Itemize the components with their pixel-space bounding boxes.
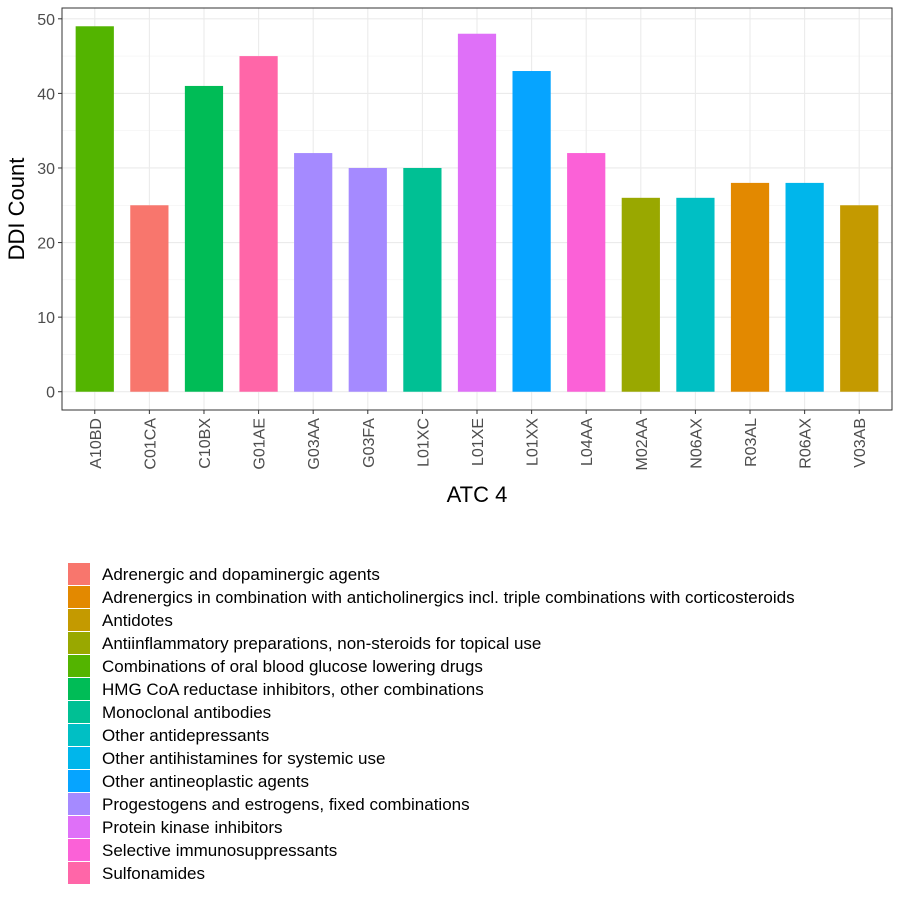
y-tick-label: 10 <box>37 310 55 327</box>
bar-g03aa <box>294 153 333 392</box>
legend-label: Antiinflammatory preparations, non-stero… <box>102 634 541 653</box>
x-tick-label: L04AA <box>579 418 596 466</box>
x-tick-label: N06AX <box>688 418 705 469</box>
x-tick-label: L01XC <box>415 418 432 467</box>
x-tick-label: R03AL <box>743 418 760 467</box>
x-tick-label: G03AA <box>306 418 323 470</box>
bar-l01xx <box>512 71 551 392</box>
x-tick-label: G03FA <box>361 418 378 468</box>
y-tick-label: 0 <box>46 385 55 402</box>
y-axis-title: DDI Count <box>4 158 29 261</box>
legend-label: Other antidepressants <box>102 726 269 745</box>
y-tick-label: 40 <box>37 86 55 103</box>
bar-l01xc <box>403 167 442 392</box>
legend-key <box>68 839 90 861</box>
legend-label: Other antihistamines for systemic use <box>102 749 385 768</box>
legend-label: Adrenergics in combination with antichol… <box>102 588 795 607</box>
legend-label: Progestogens and estrogens, fixed combin… <box>102 795 470 814</box>
bar-a10bd <box>75 26 114 392</box>
legend-key <box>68 563 90 585</box>
y-tick-label: 50 <box>37 12 55 29</box>
legend-label: HMG CoA reductase inhibitors, other comb… <box>102 680 484 699</box>
legend-key <box>68 632 90 654</box>
x-tick-label: L01XX <box>525 418 542 466</box>
legend-label: Other antineoplastic agents <box>102 772 309 791</box>
x-tick-label: M02AA <box>634 418 651 471</box>
legend-key <box>68 793 90 815</box>
legend-label: Sulfonamides <box>102 864 205 883</box>
legend-key <box>68 724 90 746</box>
legend: Adrenergic and dopaminergic agents Adrene… <box>68 563 795 884</box>
x-axis-title: ATC 4 <box>447 482 508 507</box>
legend-key <box>68 586 90 608</box>
legend-key <box>68 747 90 769</box>
legend-key <box>68 609 90 631</box>
legend-label: Antidotes <box>102 611 173 630</box>
bar-r03al <box>730 182 770 392</box>
bar-l04aa <box>567 153 606 392</box>
legend-label: Adrenergic and dopaminergic agents <box>102 565 380 584</box>
legend-key <box>68 655 90 677</box>
x-axis: A10BD C01CA C10BX G01AE G03AA G03FA L01XC L01XE… <box>88 410 869 470</box>
bar-l01xe <box>457 33 497 392</box>
legend-label: Selective immunosuppressants <box>102 841 337 860</box>
legend-key <box>68 701 90 723</box>
bar-r06ax <box>785 182 824 392</box>
x-tick-label: C10BX <box>197 418 214 469</box>
x-tick-label: C01CA <box>142 418 159 470</box>
legend-key <box>68 678 90 700</box>
legend-key <box>68 816 90 838</box>
legend-key <box>68 862 90 884</box>
x-tick-label: R06AX <box>798 418 815 469</box>
y-tick-label: 20 <box>37 236 55 253</box>
legend-label: Monoclonal antibodies <box>102 703 271 722</box>
bars <box>75 26 879 392</box>
legend-key <box>68 770 90 792</box>
x-tick-label: V03AB <box>852 418 869 468</box>
bar-m02aa <box>621 197 660 392</box>
legend-label: Protein kinase inhibitors <box>102 818 282 837</box>
bar-n06ax <box>676 197 715 392</box>
x-tick-label: L01XE <box>470 418 487 466</box>
x-tick-label: A10BD <box>88 418 105 469</box>
bar-c10bx <box>184 85 224 392</box>
x-tick-label: G01AE <box>252 418 269 470</box>
bar-c01ca <box>130 205 169 392</box>
legend-label: Combinations of oral blood glucose lower… <box>102 657 483 676</box>
bar-v03ab <box>840 205 879 392</box>
y-axis: 0 10 20 30 40 50 <box>37 12 62 402</box>
bar-g01ae <box>239 56 278 392</box>
y-tick-label: 30 <box>37 161 55 178</box>
bar-g03fa <box>348 167 387 392</box>
